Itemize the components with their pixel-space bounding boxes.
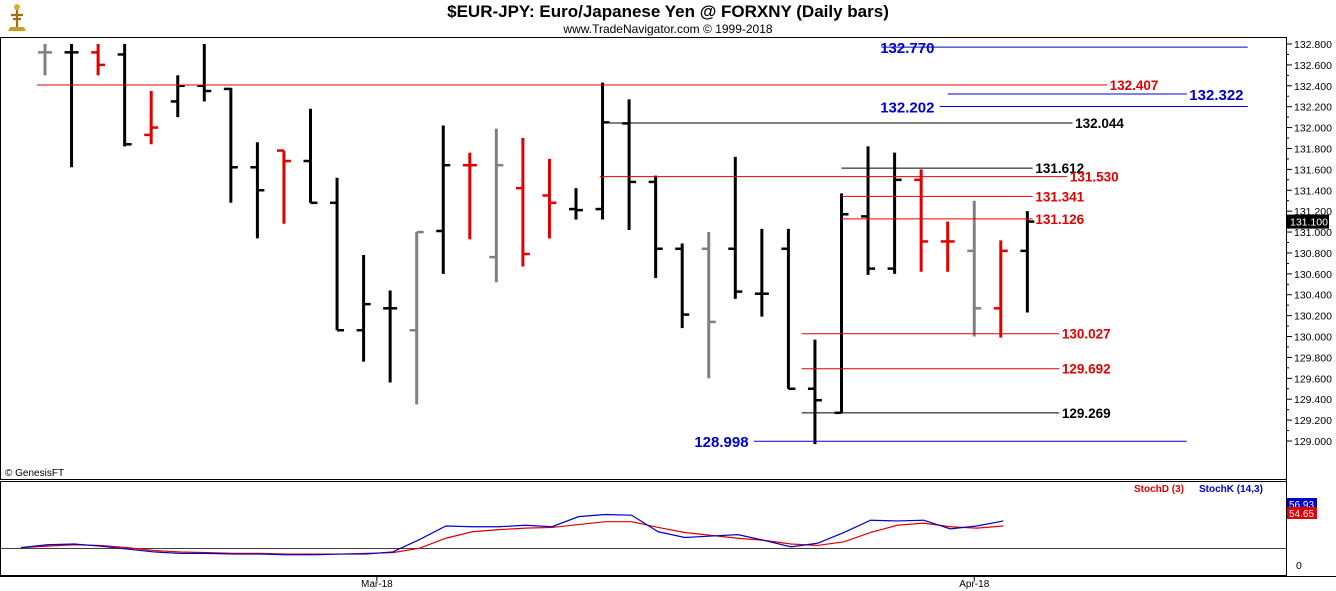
y-tick-label: 132.000 xyxy=(1294,123,1332,135)
ohlc-bar xyxy=(887,152,902,274)
ohlc-bar xyxy=(542,158,557,239)
ohlc-bar xyxy=(807,339,822,445)
copyright-note: © GenesisFT xyxy=(5,468,65,479)
ohlc-bar xyxy=(330,177,345,332)
ohlc-bar xyxy=(197,44,212,102)
level-label: 131.341 xyxy=(1035,189,1084,204)
ohlc-bar xyxy=(144,91,159,145)
y-tick-label: 129.400 xyxy=(1294,394,1332,406)
level-label: 131.126 xyxy=(1035,212,1084,227)
y-tick-label: 130.600 xyxy=(1294,269,1332,281)
y-tick-label: 129.800 xyxy=(1294,352,1332,364)
level-label: 131.530 xyxy=(1070,170,1119,185)
y-tick-label: 129.200 xyxy=(1294,415,1332,427)
ohlc-bar xyxy=(914,169,929,272)
y-tick-label: 131.600 xyxy=(1294,164,1332,176)
ohlc-bar xyxy=(622,99,637,230)
chart-subtitle: www.TradeNavigator.com © 1999-2018 xyxy=(563,22,773,36)
stoch-line xyxy=(20,513,1004,556)
stoch-y-label: 0 xyxy=(1296,560,1302,572)
y-tick-label: 129.600 xyxy=(1294,373,1332,385)
y-tick-label: 131.000 xyxy=(1294,227,1332,239)
ohlc-bar xyxy=(675,243,690,329)
y-tick-label: 131.400 xyxy=(1294,185,1332,197)
ohlc-bar xyxy=(117,44,132,147)
y-tick-label: 132.200 xyxy=(1294,102,1332,114)
ohlc-bar xyxy=(276,149,291,224)
ohlc-bar xyxy=(781,228,796,391)
y-tick-label: 131.800 xyxy=(1294,143,1332,155)
y-tick-label: 130.000 xyxy=(1294,332,1332,344)
level-label: 132.044 xyxy=(1075,116,1124,131)
x-tick-label: Apr-18 xyxy=(959,579,989,590)
ohlc-bar xyxy=(967,200,982,337)
y-tick-label: 132.400 xyxy=(1294,81,1332,93)
ohlc-bar xyxy=(834,193,849,415)
ohlc-bar xyxy=(356,255,371,362)
level-label: 132.407 xyxy=(1110,78,1159,93)
y-tick-label: 130.400 xyxy=(1294,290,1332,302)
last-price-badge xyxy=(1287,214,1329,229)
last-price-label: 131.100 xyxy=(1290,217,1328,229)
level-label: 131.612 xyxy=(1035,161,1084,176)
trade-navigator-logo-icon xyxy=(8,4,26,31)
ohlc-bar xyxy=(489,128,504,283)
stoch-value-badge xyxy=(1287,507,1317,519)
ohlc-bar xyxy=(383,290,398,383)
x-tick-label: Mar-18 xyxy=(361,579,393,590)
legend-stochk: StochK (14,3) xyxy=(1199,484,1263,495)
ohlc-bar xyxy=(701,232,716,379)
y-tick-label: 130.200 xyxy=(1294,311,1332,323)
y-tick-label: 130.800 xyxy=(1294,248,1332,260)
stoch-panel-frame xyxy=(0,481,1287,576)
stoch-line xyxy=(20,521,1004,555)
ohlc-bar xyxy=(170,75,185,118)
ohlc-bar xyxy=(993,240,1008,338)
level-label: 129.269 xyxy=(1062,406,1111,421)
ohlc-bar xyxy=(409,230,424,405)
ohlc-bar xyxy=(250,142,265,239)
y-tick-label: 132.600 xyxy=(1294,60,1332,72)
ohlc-bar xyxy=(595,82,610,220)
ohlc-bar xyxy=(754,228,769,317)
ohlc-bar xyxy=(223,87,238,203)
ohlc-bar xyxy=(569,188,583,220)
ohlc-bar xyxy=(728,156,743,299)
ohlc-bar xyxy=(648,175,663,279)
level-label: 130.027 xyxy=(1062,327,1111,342)
stoch-value-label: 54.65 xyxy=(1289,509,1314,520)
legend-stochd: StochD (3) xyxy=(1134,484,1184,495)
y-tick-label: 129.000 xyxy=(1294,436,1332,448)
level-label: 132.770 xyxy=(880,40,934,57)
ohlc-bar xyxy=(861,146,876,275)
level-label: 129.692 xyxy=(1062,362,1111,377)
ohlc-bar xyxy=(462,152,477,240)
ohlc-bar xyxy=(64,44,79,168)
level-label: 132.202 xyxy=(880,99,934,116)
stoch-value-label: 56.93 xyxy=(1289,500,1314,511)
level-label: 132.322 xyxy=(1189,87,1243,104)
ohlc-bar xyxy=(515,138,530,267)
ohlc-bar xyxy=(1020,211,1035,313)
ohlc-bar xyxy=(436,125,451,274)
chart-title: $EUR-JPY: Euro/Japanese Yen @ FORXNY (Da… xyxy=(447,2,889,21)
level-label: 128.998 xyxy=(694,434,748,451)
y-tick-label: 132.800 xyxy=(1294,39,1332,51)
ohlc-bar xyxy=(940,221,955,272)
ohlc-bar xyxy=(303,108,318,205)
ohlc-bar xyxy=(38,44,52,76)
ohlc-bar xyxy=(91,44,106,76)
